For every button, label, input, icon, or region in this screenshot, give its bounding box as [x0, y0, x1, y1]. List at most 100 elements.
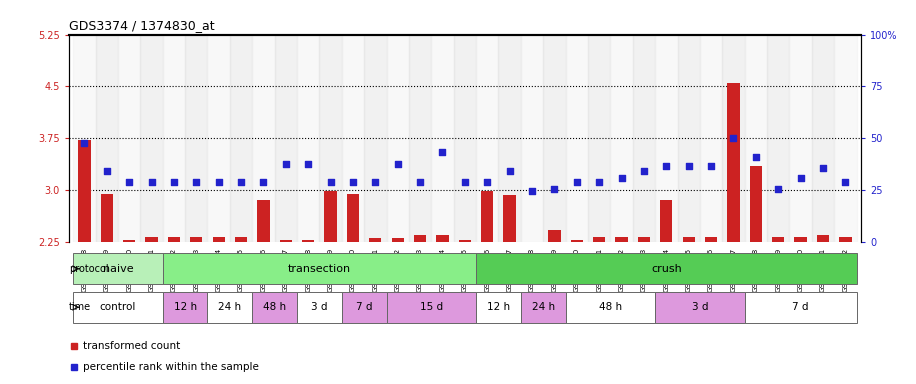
FancyBboxPatch shape	[163, 253, 476, 284]
Bar	[213, 237, 224, 242]
FancyBboxPatch shape	[342, 292, 387, 323]
Point	[435, 149, 450, 155]
Bar	[78, 140, 91, 242]
Point	[480, 179, 495, 185]
Point	[592, 179, 606, 185]
FancyBboxPatch shape	[387, 292, 476, 323]
Text: 48 h: 48 h	[599, 302, 622, 312]
Bar	[101, 194, 113, 242]
Point	[100, 168, 114, 174]
Point	[234, 179, 248, 185]
Text: 24 h: 24 h	[218, 302, 242, 312]
Bar	[504, 195, 516, 242]
Text: 12 h: 12 h	[487, 302, 510, 312]
Bar	[279, 240, 292, 242]
Bar	[655, 35, 678, 242]
Point	[726, 135, 741, 141]
Bar	[302, 240, 314, 242]
Bar	[369, 238, 381, 242]
Bar	[571, 240, 583, 242]
Point	[682, 163, 696, 169]
Text: control: control	[100, 302, 136, 312]
Point	[323, 179, 338, 185]
Bar	[297, 35, 320, 242]
Text: 48 h: 48 h	[263, 302, 286, 312]
Text: 7 d: 7 d	[792, 302, 809, 312]
Text: 7 d: 7 d	[356, 302, 373, 312]
Text: transformed count: transformed count	[83, 341, 180, 351]
FancyBboxPatch shape	[73, 253, 163, 284]
Bar	[365, 35, 387, 242]
Bar	[118, 35, 140, 242]
Point	[547, 185, 562, 192]
Bar	[146, 237, 158, 242]
Point	[525, 189, 540, 195]
Point	[659, 163, 673, 169]
Bar	[767, 35, 790, 242]
Point	[390, 161, 405, 167]
FancyBboxPatch shape	[163, 292, 207, 323]
Bar	[745, 35, 767, 242]
Bar	[436, 235, 449, 242]
Bar	[749, 166, 762, 242]
Point	[457, 179, 472, 185]
Point	[144, 179, 158, 185]
Point	[300, 161, 315, 167]
Bar	[772, 237, 784, 242]
Bar	[185, 35, 207, 242]
Bar	[320, 35, 342, 242]
Text: naive: naive	[103, 264, 133, 274]
Bar	[95, 35, 118, 242]
Bar	[275, 35, 297, 242]
Text: transection: transection	[288, 264, 351, 274]
FancyBboxPatch shape	[521, 292, 565, 323]
Point	[793, 175, 808, 181]
Point	[502, 168, 517, 174]
Bar	[431, 35, 453, 242]
Point	[345, 179, 360, 185]
Point	[413, 179, 428, 185]
Bar	[414, 235, 426, 242]
FancyBboxPatch shape	[745, 292, 856, 323]
Bar	[543, 35, 565, 242]
Bar	[834, 35, 856, 242]
Point	[703, 163, 718, 169]
Point	[256, 179, 271, 185]
Point	[212, 179, 226, 185]
Point	[368, 179, 383, 185]
Text: 15 d: 15 d	[420, 302, 442, 312]
FancyBboxPatch shape	[565, 292, 655, 323]
Bar	[453, 35, 476, 242]
FancyBboxPatch shape	[476, 292, 521, 323]
Bar	[633, 35, 655, 242]
Bar	[723, 35, 745, 242]
Point	[815, 165, 830, 171]
Bar	[234, 237, 247, 242]
Bar	[705, 237, 717, 242]
Bar	[257, 200, 269, 242]
Bar	[678, 35, 700, 242]
Bar	[163, 35, 185, 242]
Bar	[700, 35, 723, 242]
Bar	[409, 35, 431, 242]
Point	[189, 179, 203, 185]
Point	[77, 140, 92, 146]
Bar	[616, 237, 627, 242]
Bar	[682, 237, 695, 242]
Text: GDS3374 / 1374830_at: GDS3374 / 1374830_at	[69, 19, 214, 32]
Bar	[391, 238, 404, 242]
Bar	[817, 235, 829, 242]
Bar	[498, 35, 521, 242]
Bar	[660, 200, 672, 242]
Point	[122, 179, 136, 185]
Bar	[207, 35, 230, 242]
Bar	[252, 35, 275, 242]
Point	[838, 179, 853, 185]
Text: percentile rank within the sample: percentile rank within the sample	[83, 362, 259, 372]
Bar	[123, 240, 136, 242]
Bar	[168, 237, 180, 242]
Bar	[794, 237, 807, 242]
Point	[570, 179, 584, 185]
Point	[637, 168, 651, 174]
Bar	[565, 35, 588, 242]
